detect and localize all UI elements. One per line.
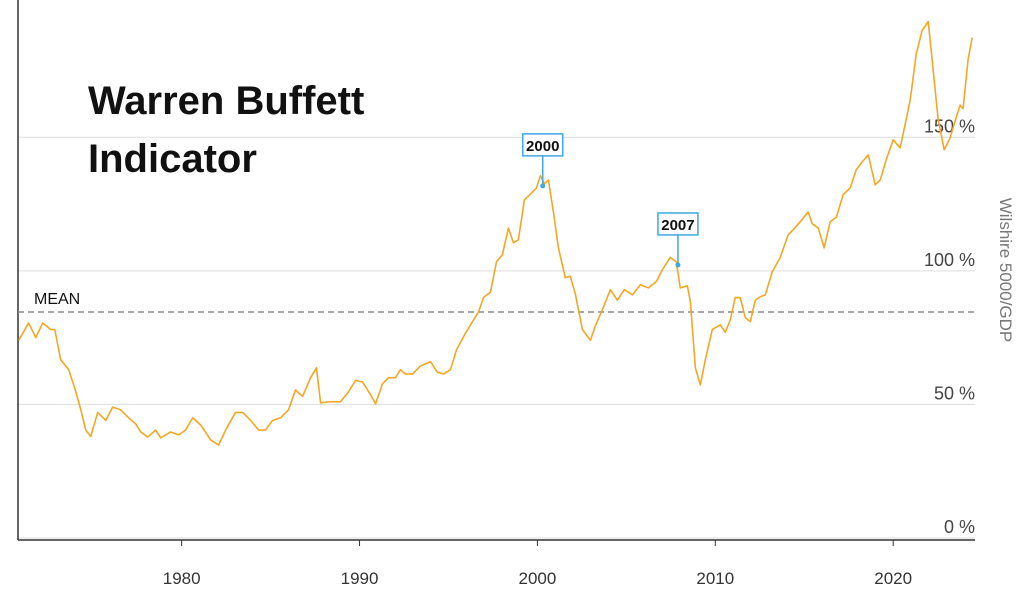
mean-label: MEAN [34,291,80,308]
annotation-point [540,183,546,189]
annotation-label: 2000 [526,138,559,155]
y-tick-label: 50 % [934,383,975,403]
annotation-box [521,133,564,157]
x-tick-label: 2010 [696,569,734,588]
y-tick-label: 100 % [924,250,975,270]
x-tick-label: 2000 [518,569,556,588]
y-tick-label: 150 % [924,116,975,136]
y-tick-label: 0 % [944,517,975,537]
annotation-point [675,262,681,268]
y-axis-label: Wilshire 5000/GDP [996,198,1015,343]
x-tick-label: 1990 [341,569,379,588]
annotation-label: 2007 [661,217,694,234]
annotation-box [657,212,699,236]
data-line [18,20,973,446]
x-tick-label: 2020 [874,569,912,588]
chart-title: Warren Buffett Indicator [88,79,365,181]
x-tick-label: 1980 [163,569,201,588]
